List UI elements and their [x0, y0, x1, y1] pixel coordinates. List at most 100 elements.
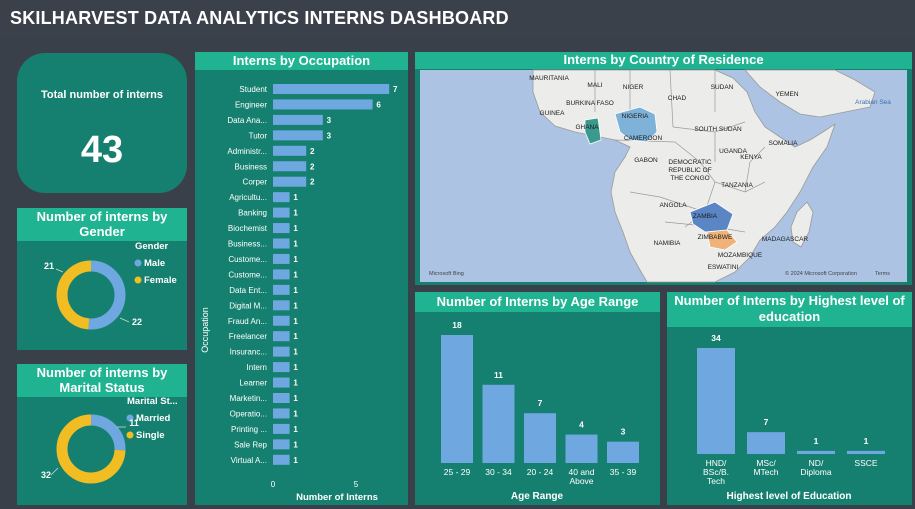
- occupation-bar[interactable]: [273, 223, 290, 234]
- occupation-bar[interactable]: [273, 423, 290, 434]
- occupation-bar[interactable]: [273, 362, 290, 373]
- africa-landmass: [532, 69, 836, 283]
- occupation-value-label: 1: [293, 255, 298, 264]
- column-category-label: Diploma: [800, 467, 831, 477]
- occupation-value-label: 1: [293, 363, 298, 372]
- marital-panel[interactable]: Number of interns by Marital Status Mari…: [17, 364, 187, 505]
- column-value-label: 18: [452, 320, 462, 330]
- occupation-bar[interactable]: [273, 238, 290, 249]
- donut-slice-single[interactable]: [56, 414, 126, 484]
- column-bar[interactable]: [697, 348, 735, 454]
- map-label: ANGOLA: [659, 202, 687, 209]
- occupation-bar[interactable]: [273, 300, 290, 311]
- occupation-category-label: Engineer: [235, 100, 267, 109]
- legend-marker-male: [134, 259, 142, 267]
- gender-title: Number of interns by Gender: [17, 208, 187, 241]
- occupation-bar[interactable]: [273, 454, 290, 465]
- occupation-bar[interactable]: [273, 192, 290, 203]
- gender-panel[interactable]: Number of interns by Gender Gender Male Fe…: [17, 208, 187, 350]
- column-bar[interactable]: [482, 384, 515, 463]
- map-canvas[interactable]: [420, 69, 907, 283]
- donut-slice-female[interactable]: [56, 260, 126, 330]
- occupation-bar[interactable]: [273, 284, 290, 295]
- column-bar[interactable]: [607, 441, 639, 463]
- leader-line: [50, 467, 59, 476]
- map-title: Interns by Country of Residence: [415, 52, 912, 69]
- occupation-panel[interactable]: Interns by Occupation Student 7 Engineer 6 D…: [195, 52, 408, 505]
- map-label: NIGER: [623, 84, 644, 91]
- column-category-label: 30 - 34: [485, 467, 512, 477]
- occupation-bar[interactable]: [273, 130, 323, 141]
- occupation-bar[interactable]: [273, 315, 290, 326]
- education-title: Number of Interns by Highest level of ed…: [667, 292, 912, 327]
- legend-title: Gender: [135, 241, 169, 252]
- legend-label-married[interactable]: Married: [136, 413, 171, 424]
- age-panel[interactable]: Number of Interns by Age Range 18 25 - 29…: [415, 292, 660, 505]
- education-panel[interactable]: Number of Interns by Highest level of ed…: [667, 292, 912, 505]
- occupation-category-label: Banking: [238, 209, 267, 218]
- occupation-value-label: 1: [293, 317, 298, 326]
- country-zimbabwe[interactable]: [706, 229, 738, 251]
- occupation-category-label: Custome...: [228, 255, 267, 264]
- map-panel[interactable]: Interns by Country of Residence MAURITAN…: [415, 52, 912, 285]
- map-copyright: © 2024 Microsoft Corporation: [785, 270, 857, 277]
- map-label: MADAGASCAR: [762, 236, 809, 243]
- column-value-label: 34: [711, 333, 721, 343]
- column-value-label: 11: [494, 370, 503, 380]
- occupation-bar[interactable]: [273, 408, 290, 419]
- column-category-label: 40 and: [569, 467, 595, 477]
- column-bar[interactable]: [441, 335, 473, 463]
- occupation-value-label: 1: [293, 224, 298, 233]
- occupation-category-label: Tutor: [249, 131, 268, 140]
- legend-label-female[interactable]: Female: [144, 275, 177, 286]
- occupation-category-label: Intern: [247, 363, 267, 372]
- occupation-bar[interactable]: [273, 84, 390, 94]
- occupation-bar[interactable]: [273, 346, 290, 357]
- map-terms-link[interactable]: Terms: [875, 271, 890, 277]
- column-value-label: 3: [621, 427, 626, 437]
- map-label: Arabian Sea: [855, 99, 891, 106]
- column-bar[interactable]: [747, 432, 785, 454]
- column-value-label: 7: [764, 417, 769, 427]
- column-bar[interactable]: [797, 450, 835, 454]
- country-ghana[interactable]: [584, 117, 602, 145]
- legend-label-single[interactable]: Single: [136, 430, 165, 441]
- marital-donut-chart[interactable]: Marital St... Married Single 11 32: [17, 364, 187, 505]
- donut-value-label: 32: [41, 470, 51, 480]
- total-interns-card[interactable]: Total number of interns 43: [17, 53, 187, 193]
- occupation-bar[interactable]: [273, 331, 290, 342]
- gender-donut-chart[interactable]: Gender Male Female 22 21: [17, 208, 187, 350]
- occupation-bar[interactable]: [273, 145, 307, 156]
- occupation-bar[interactable]: [273, 269, 290, 280]
- column-category-label: SSCE: [854, 458, 877, 468]
- occupation-value-label: 1: [293, 240, 298, 249]
- country-nigeria[interactable]: [614, 106, 658, 143]
- occupation-bar[interactable]: [273, 114, 323, 125]
- education-bar-chart[interactable]: 34 HND/BSc/B.Tech 7 MSc/MTech 1 ND/Diploma 1 SS…: [667, 292, 912, 505]
- occupation-bar-chart[interactable]: Student 7 Engineer 6 Data Ana... 3 Tutor 3 Admin…: [195, 52, 408, 505]
- occupation-bar[interactable]: [273, 439, 290, 450]
- occupation-bar[interactable]: [273, 161, 307, 172]
- dashboard-title: SKILHARVEST DATA ANALYTICS INTERNS DASHB…: [10, 8, 509, 28]
- occupation-value-label: 1: [293, 209, 298, 218]
- map-label: SOUTH SUDAN: [694, 126, 742, 133]
- occupation-category-label: Learner: [239, 379, 267, 388]
- occupation-bar[interactable]: [273, 99, 373, 110]
- occupation-bar[interactable]: [273, 377, 290, 388]
- column-bar[interactable]: [524, 413, 556, 463]
- occupation-x-tick-label: 0: [271, 480, 276, 489]
- occupation-bar[interactable]: [273, 207, 290, 218]
- column-bar[interactable]: [565, 434, 598, 463]
- occupation-value-label: 1: [293, 394, 298, 403]
- donut-value-label: 21: [44, 261, 54, 271]
- occupation-value-label: 7: [393, 85, 398, 94]
- legend-label-male[interactable]: Male: [144, 258, 165, 269]
- map-label: GHANA: [575, 124, 599, 131]
- legend-marker-single: [126, 431, 134, 439]
- country-map[interactable]: MAURITANIA MALI NIGER CHAD SUDAN YEMEN BURKINA…: [415, 52, 912, 285]
- occupation-bar[interactable]: [273, 253, 290, 264]
- column-bar[interactable]: [847, 450, 885, 454]
- occupation-bar[interactable]: [273, 176, 307, 187]
- occupation-bar[interactable]: [273, 393, 290, 403]
